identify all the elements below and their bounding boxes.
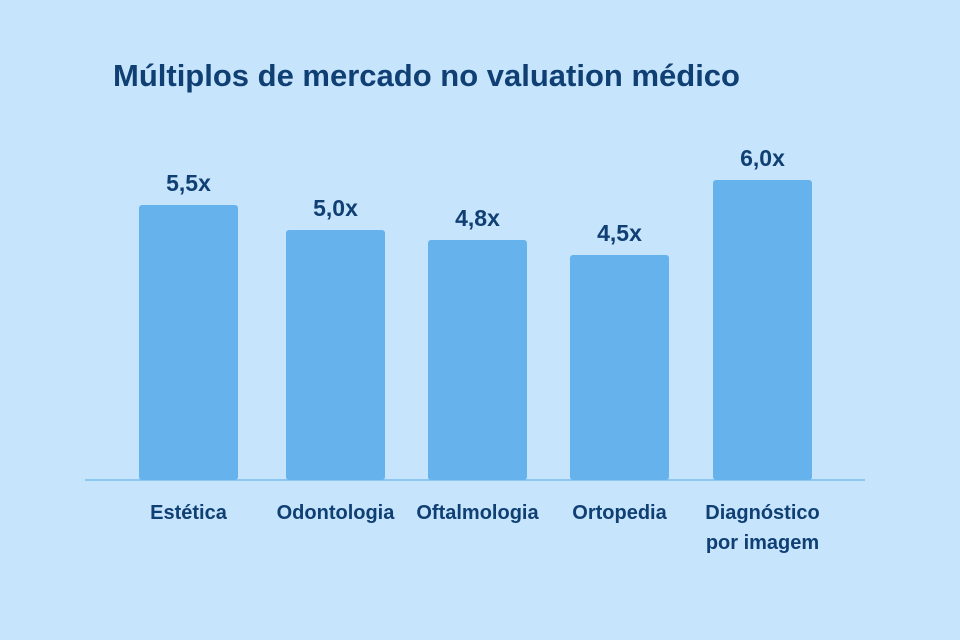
category-label: Odontologia — [276, 502, 395, 524]
bar — [428, 240, 527, 480]
category-label: Estética — [150, 502, 227, 524]
chart-title: Múltiplos de mercado no valuation médico — [113, 58, 740, 93]
bar — [713, 180, 812, 480]
category-label: Oftalmologia — [416, 502, 539, 524]
bar — [139, 205, 238, 480]
data-label: 5,5x — [166, 170, 211, 196]
data-label: 4,8x — [455, 205, 500, 231]
bar — [570, 255, 669, 480]
data-label: 4,5x — [597, 220, 642, 246]
bar — [286, 230, 385, 480]
data-label: 6,0x — [740, 145, 785, 171]
data-label: 5,0x — [313, 195, 358, 221]
category-label: Diagnóstico por imagem — [705, 502, 820, 554]
category-label: Ortopedia — [572, 502, 667, 524]
